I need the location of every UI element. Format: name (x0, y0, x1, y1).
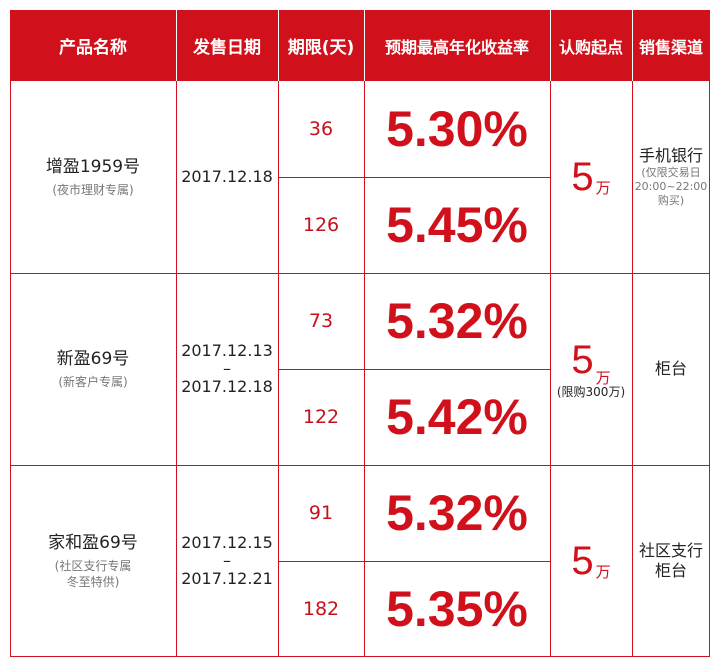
header-label: 产品名称 (59, 38, 127, 58)
yield-cell: 5.32% (364, 273, 550, 369)
product-subtitle: (社区支行专属 (54, 559, 132, 573)
yield-cell: 5.42% (364, 369, 550, 465)
min-amount: 5 (571, 154, 594, 199)
yield-cell: 5.35% (364, 561, 550, 657)
min-amount: 5 (571, 338, 594, 382)
sale-date-separator: – (223, 551, 231, 570)
header-label: 认购起点 (558, 37, 623, 57)
sale-date-start: 2017.12.15 (181, 533, 273, 552)
term-days: 91 (308, 502, 334, 524)
product-subtitle: (新客户专属) (58, 375, 128, 389)
product-name: 家和盈69号 (48, 533, 138, 553)
min-unit: 万 (595, 369, 611, 387)
grid-line (10, 81, 11, 657)
yield-rate: 5.32% (386, 485, 528, 541)
yield-cell: 5.30% (364, 81, 550, 177)
min-unit: 万 (595, 178, 611, 197)
product-name: 新盈69号 (56, 349, 130, 369)
header-label: 发售日期 (193, 38, 261, 58)
header-channel: 销售渠道 (632, 10, 710, 81)
header-label: 销售渠道 (638, 37, 703, 57)
channel-cell: 手机银行 (仅限交易日 20:00~22:00 购买) (632, 81, 710, 273)
header-label: 预期最高年化收益率 (384, 37, 529, 57)
product-subtitle: (夜市理财专属) (52, 183, 134, 197)
channel-note: (仅限交易日 (641, 166, 701, 179)
channel-cell: 社区支行 柜台 (632, 465, 710, 657)
sale-date-cell: 2017.12.18 (176, 81, 278, 273)
product-name: 增盈1959号 (45, 157, 141, 177)
term-cell: 91 (278, 465, 364, 561)
grid-line (176, 81, 177, 657)
header-divider (176, 10, 177, 81)
grid-line (550, 81, 551, 657)
header-sale-date: 发售日期 (176, 10, 278, 81)
sale-date-start: 2017.12.13 (181, 341, 273, 360)
channel: 社区支行 (638, 541, 703, 560)
yield-cell: 5.45% (364, 177, 550, 273)
yield-cell: 5.32% (364, 465, 550, 561)
yield-rate: 5.35% (386, 581, 528, 637)
sale-date-end: 2017.12.18 (181, 377, 273, 396)
channel-cell: 柜台 (632, 273, 710, 465)
product-name-cell: 增盈1959号 (夜市理财专属) (10, 81, 176, 273)
grid-line (278, 561, 550, 562)
channel: 柜台 (654, 561, 687, 580)
term-cell: 182 (278, 561, 364, 657)
yield-rate: 5.42% (386, 389, 528, 445)
header-term: 期限(天) (278, 10, 364, 81)
header-yield: 预期最高年化收益率 (364, 10, 550, 81)
product-name-cell: 家和盈69号 (社区支行专属 冬至特供) (10, 465, 176, 657)
header-divider (364, 10, 365, 81)
channel: 手机银行 (638, 146, 703, 165)
term-days: 36 (308, 118, 334, 140)
product-name-cell: 新盈69号 (新客户专属) (10, 273, 176, 465)
product-table: 产品名称 发售日期 期限(天) 预期最高年化收益率 认购起点 销售渠道 增盈19… (10, 10, 710, 657)
grid-line (278, 369, 550, 370)
term-days: 126 (302, 214, 340, 236)
yield-rate: 5.32% (386, 293, 528, 349)
header-divider (278, 10, 279, 81)
channel-note: 购买) (657, 194, 685, 207)
header-product-name: 产品名称 (10, 10, 176, 81)
term-days: 122 (302, 406, 340, 428)
grid-line (709, 81, 710, 657)
min-unit: 万 (595, 562, 611, 581)
term-days: 182 (302, 598, 340, 620)
header-divider (632, 10, 633, 81)
sale-date-cell: 2017.12.13 – 2017.12.18 (176, 273, 278, 465)
channel-note: 20:00~22:00 (634, 180, 708, 193)
header-label: 期限(天) (287, 38, 355, 58)
grid-line (278, 177, 550, 178)
grid-line (10, 273, 710, 274)
term-cell: 122 (278, 369, 364, 465)
min-note: (限购300万) (556, 385, 626, 399)
header-divider (550, 10, 551, 81)
term-cell: 73 (278, 273, 364, 369)
yield-rate: 5.30% (386, 101, 528, 157)
grid-line (10, 465, 710, 466)
sale-date: 2017.12.18 (181, 167, 273, 186)
min-amount: 5 (571, 538, 594, 583)
sale-date-cell: 2017.12.15 – 2017.12.21 (176, 465, 278, 657)
channel: 柜台 (654, 359, 687, 378)
grid-line (10, 656, 710, 657)
sale-date-separator: – (223, 359, 231, 378)
term-cell: 36 (278, 81, 364, 177)
header-min-amount: 认购起点 (550, 10, 632, 81)
term-days: 73 (308, 310, 334, 332)
product-subtitle: 冬至特供) (66, 575, 120, 589)
grid-line (632, 81, 633, 657)
yield-rate: 5.45% (386, 197, 528, 253)
sale-date-end: 2017.12.21 (181, 569, 273, 588)
term-cell: 126 (278, 177, 364, 273)
